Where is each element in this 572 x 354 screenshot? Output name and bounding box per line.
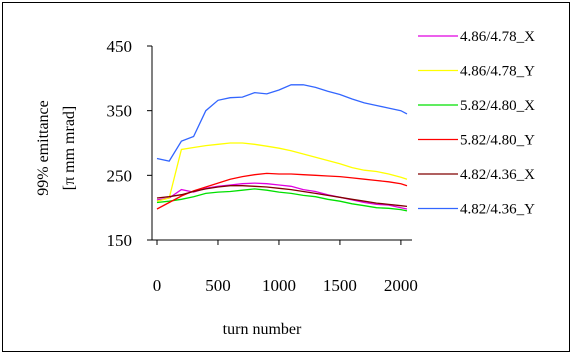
y-ticks: 150 250 350 450 [107,37,152,250]
x-axis-title: turn number [223,321,302,338]
legend-label-3: 5.82/4.80_X [460,98,535,114]
legend-label-4: 5.82/4.80_Y [460,133,535,149]
y-tick-label: 450 [107,37,133,56]
legend-label-6: 4.82/4.36_Y [460,202,535,218]
series-line-3 [156,188,408,212]
x-tick-label: 500 [205,276,231,295]
y-axis-title-line2: [π mm mrad] [61,106,78,191]
x-tick-label: 1500 [323,276,357,295]
x-ticks: 0 500 1000 1500 2000 [153,240,418,295]
legend-label-2: 4.86/4.78_Y [460,64,535,80]
y-axis-title-line1: 99% emittance [35,100,52,196]
series-line-2 [156,142,408,202]
series-line-4 [156,172,408,210]
series-line-6 [156,84,408,162]
legend-label-5: 4.82/4.36_X [460,167,535,183]
x-tick-label: 1000 [262,276,296,295]
legend-label-1: 4.86/4.78_X [460,29,535,45]
x-tick-label: 2000 [384,276,418,295]
legend: 4.86/4.78_X 4.86/4.78_Y 5.82/4.80_X 5.82/4.… [418,29,535,218]
axes [151,46,412,241]
y-tick-label: 350 [107,102,133,121]
y-tick-label: 250 [107,166,133,185]
series-lines [156,84,408,212]
y-tick-label: 150 [107,231,133,250]
series-line-5 [156,185,408,208]
x-tick-label: 0 [153,276,162,295]
